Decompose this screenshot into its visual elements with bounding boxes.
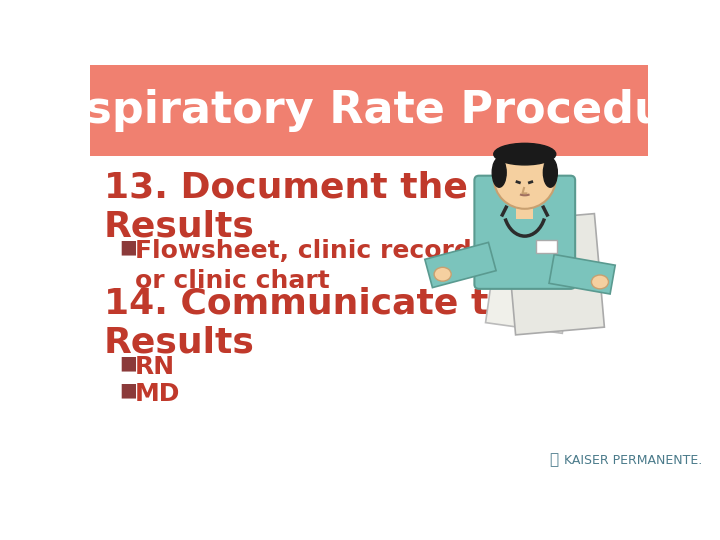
Ellipse shape <box>434 267 451 281</box>
Text: ⛪: ⛪ <box>549 452 558 467</box>
Text: ■: ■ <box>120 381 138 400</box>
Text: 13. Document the
Results: 13. Document the Results <box>104 170 468 244</box>
FancyBboxPatch shape <box>474 176 575 289</box>
Polygon shape <box>549 254 615 294</box>
Text: 14. Communicate the
Results: 14. Communicate the Results <box>104 287 539 360</box>
Text: MD: MD <box>135 382 180 406</box>
Text: ■: ■ <box>120 237 138 256</box>
Ellipse shape <box>544 158 557 187</box>
Bar <box>536 240 557 253</box>
Bar <box>516 194 534 219</box>
Text: ■: ■ <box>120 354 138 373</box>
Text: RN: RN <box>135 355 175 379</box>
Circle shape <box>494 147 556 209</box>
Ellipse shape <box>492 158 506 187</box>
Text: KAISER PERMANENTE.: KAISER PERMANENTE. <box>564 454 703 467</box>
Polygon shape <box>505 214 604 335</box>
Ellipse shape <box>591 275 608 289</box>
Bar <box>90 65 648 156</box>
Text: Respiratory Rate Procedure: Respiratory Rate Procedure <box>21 89 717 132</box>
Text: Flowsheet, clinic record,
or clinic chart: Flowsheet, clinic record, or clinic char… <box>135 239 481 293</box>
Polygon shape <box>425 242 496 288</box>
Ellipse shape <box>494 143 556 165</box>
Polygon shape <box>485 212 578 333</box>
